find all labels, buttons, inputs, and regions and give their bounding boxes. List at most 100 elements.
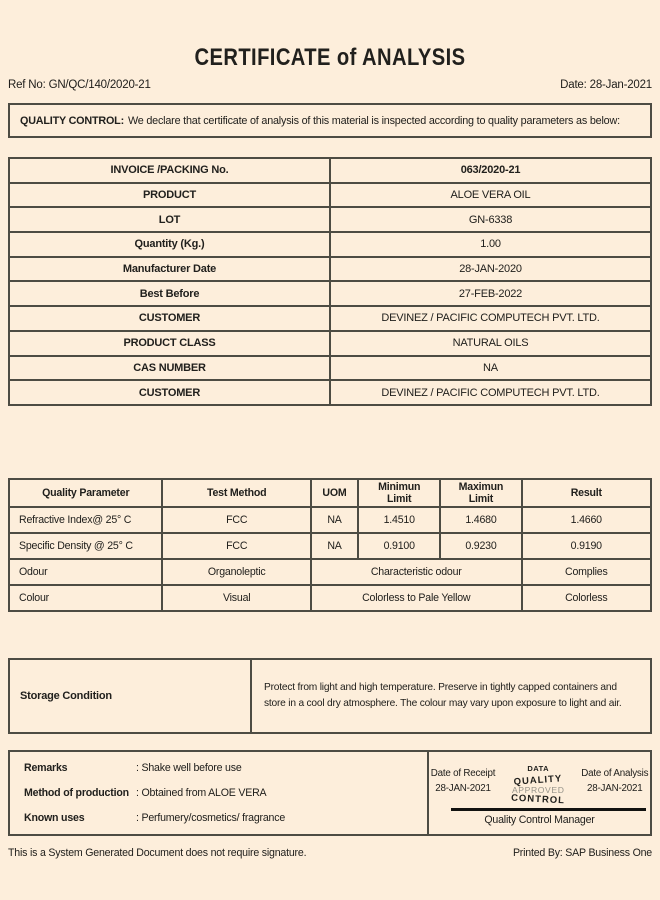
table-row: Manufacturer Date 28-JAN-2020 (8, 255, 652, 283)
table-row: Specific Density @ 25° C FCC NA 0.9100 0… (7, 532, 653, 560)
info-value: 28-JAN-2020 (329, 255, 652, 283)
info-label: CUSTOMER (8, 305, 331, 332)
quality-control-manager-label: Quality Control Manager (484, 814, 595, 827)
method-cell: FCC (161, 506, 312, 534)
spec-range-cell: Characteristic odour (309, 558, 523, 586)
signature-line (451, 807, 646, 812)
column-header: Result (520, 478, 653, 508)
ref-no: Ref No: GN/QC/140/2020-21 (8, 79, 151, 91)
table-row: Storage Condition Protect from light and… (8, 658, 652, 734)
info-label: LOT (8, 206, 331, 234)
info-label: CUSTOMER (8, 379, 331, 406)
qc-declaration-label: QUALITY CONTROL: (20, 114, 124, 127)
date-of-receipt-label: Date of Receipt (430, 768, 496, 780)
method-cell: FCC (161, 532, 312, 560)
uom-cell: NA (309, 532, 360, 560)
stamp-text-approved: APPROVED (511, 784, 565, 795)
footer-system-note: This is a System Generated Document does… (8, 847, 307, 859)
stamp-text-data: DATA (527, 764, 550, 773)
table-row: Quantity (Kg.) 1.00 (8, 231, 652, 258)
date-of-analysis-value: 28-JAN-2021 (587, 782, 643, 794)
remark-label: Known uses (24, 812, 85, 824)
table-header-row: Quality Parameter Test Method UOM Minimu… (7, 478, 653, 508)
method-cell: Visual (161, 584, 312, 612)
table-row: Colour Visual Colorless to Pale Yellow C… (7, 584, 653, 612)
parameter-cell: Colour (7, 584, 164, 612)
min-limit-cell: 1.4510 (357, 506, 442, 534)
table-row: PRODUCT CLASS NATURAL OILS (8, 329, 652, 357)
ref-date-row: Ref No: GN/QC/140/2020-21 Date: 28-Jan-2… (8, 79, 652, 91)
info-value: ALOE VERA OIL (329, 181, 652, 209)
storage-condition-text: Protect from light and high temperature.… (250, 658, 652, 734)
result-cell: Colorless (520, 584, 653, 612)
info-label: PRODUCT CLASS (8, 329, 331, 357)
max-limit-cell: 0.9230 (439, 532, 523, 560)
info-label: Best Before (8, 280, 331, 308)
info-value: GN-6338 (329, 206, 652, 234)
info-value: NATURAL OILS (329, 329, 652, 357)
quality-control-declaration: QUALITY CONTROL: We declare that certifi… (8, 103, 652, 138)
info-value: 063/2020-21 (329, 157, 652, 184)
date-of-receipt: Date of Receipt 28-JAN-2021 (431, 767, 496, 796)
storage-condition-table: Storage Condition Protect from light and… (8, 658, 652, 734)
table-row: CUSTOMER DEVINEZ / PACIFIC COMPUTECH PVT… (8, 379, 652, 406)
column-header: UOM (309, 478, 360, 508)
remark-row: Remarks : Shake well before use (24, 762, 427, 774)
info-value: 27-FEB-2022 (329, 280, 652, 308)
info-label: PRODUCT (8, 181, 331, 209)
column-header: Quality Parameter (7, 478, 164, 508)
table-row: Odour Organoleptic Characteristic odour … (7, 558, 653, 586)
remark-label: Method of production (24, 787, 129, 799)
table-row: LOT GN-6338 (8, 206, 652, 234)
info-label: CAS NUMBER (8, 354, 331, 382)
result-cell: 0.9190 (520, 532, 653, 560)
min-limit-cell: 0.9100 (357, 532, 442, 560)
info-value: DEVINEZ / PACIFIC COMPUTECH PVT. LTD. (329, 305, 652, 332)
spec-range-cell: Colorless to Pale Yellow (309, 584, 523, 612)
uom-cell: NA (309, 506, 360, 534)
date-of-analysis-label: Date of Analysis (581, 768, 649, 780)
table-row: Best Before 27-FEB-2022 (8, 280, 652, 308)
product-info-table: INVOICE /PACKING No. 063/2020-21 PRODUCT… (8, 157, 652, 406)
parameter-cell: Odour (7, 558, 164, 586)
signature-section: Date of Receipt 28-JAN-2021 DATA QUALITY… (429, 752, 650, 834)
page-title: CERTIFICATE of ANALYSIS (194, 44, 466, 71)
parameter-cell: Refractive Index@ 25° C (7, 506, 164, 534)
remark-row: Known uses : Perfumery/cosmetics/ fragra… (24, 812, 427, 824)
quality-approved-stamp: DATA QUALITY APPROVED CONTROL (501, 759, 575, 807)
column-header: Maximun Limit (439, 478, 523, 508)
column-header: Test Method (161, 478, 312, 508)
info-value: NA (329, 354, 652, 382)
remark-value: : Perfumery/cosmetics/ fragrance (136, 812, 286, 824)
remarks-section: Remarks : Shake well before use Method o… (10, 752, 429, 834)
table-row: CAS NUMBER NA (8, 354, 652, 382)
stamp-row: Date of Receipt 28-JAN-2021 DATA QUALITY… (429, 759, 650, 807)
table-row: Refractive Index@ 25° C FCC NA 1.4510 1.… (7, 506, 653, 534)
result-cell: 1.4660 (520, 506, 653, 534)
result-cell: Complies (520, 558, 653, 586)
footer: This is a System Generated Document does… (8, 847, 652, 859)
storage-condition-label: Storage Condition (8, 658, 252, 734)
remark-row: Method of production : Obtained from ALO… (24, 787, 427, 799)
stamp-text-control: CONTROL (511, 792, 566, 807)
qc-declaration-text: We declare that certificate of analysis … (127, 114, 620, 127)
info-value: 1.00 (329, 231, 652, 258)
remarks-signature-box: Remarks : Shake well before use Method o… (8, 750, 652, 836)
info-label: Quantity (Kg.) (8, 231, 331, 258)
remark-label: Remarks (24, 762, 68, 774)
remark-value: : Obtained from ALOE VERA (136, 787, 267, 799)
parameter-cell: Specific Density @ 25° C (7, 532, 164, 560)
date-of-receipt-value: 28-JAN-2021 (435, 782, 491, 794)
date-of-analysis: Date of Analysis 28-JAN-2021 (581, 767, 648, 796)
info-label: INVOICE /PACKING No. (8, 157, 331, 184)
info-label: Manufacturer Date (8, 255, 331, 283)
max-limit-cell: 1.4680 (439, 506, 523, 534)
quality-parameters-table: Quality Parameter Test Method UOM Minimu… (7, 478, 653, 612)
method-cell: Organoleptic (161, 558, 312, 586)
table-row: CUSTOMER DEVINEZ / PACIFIC COMPUTECH PVT… (8, 305, 652, 332)
remark-value: : Shake well before use (136, 762, 242, 774)
info-value: DEVINEZ / PACIFIC COMPUTECH PVT. LTD. (329, 379, 652, 406)
table-row: INVOICE /PACKING No. 063/2020-21 (8, 157, 652, 184)
table-row: PRODUCT ALOE VERA OIL (8, 181, 652, 209)
